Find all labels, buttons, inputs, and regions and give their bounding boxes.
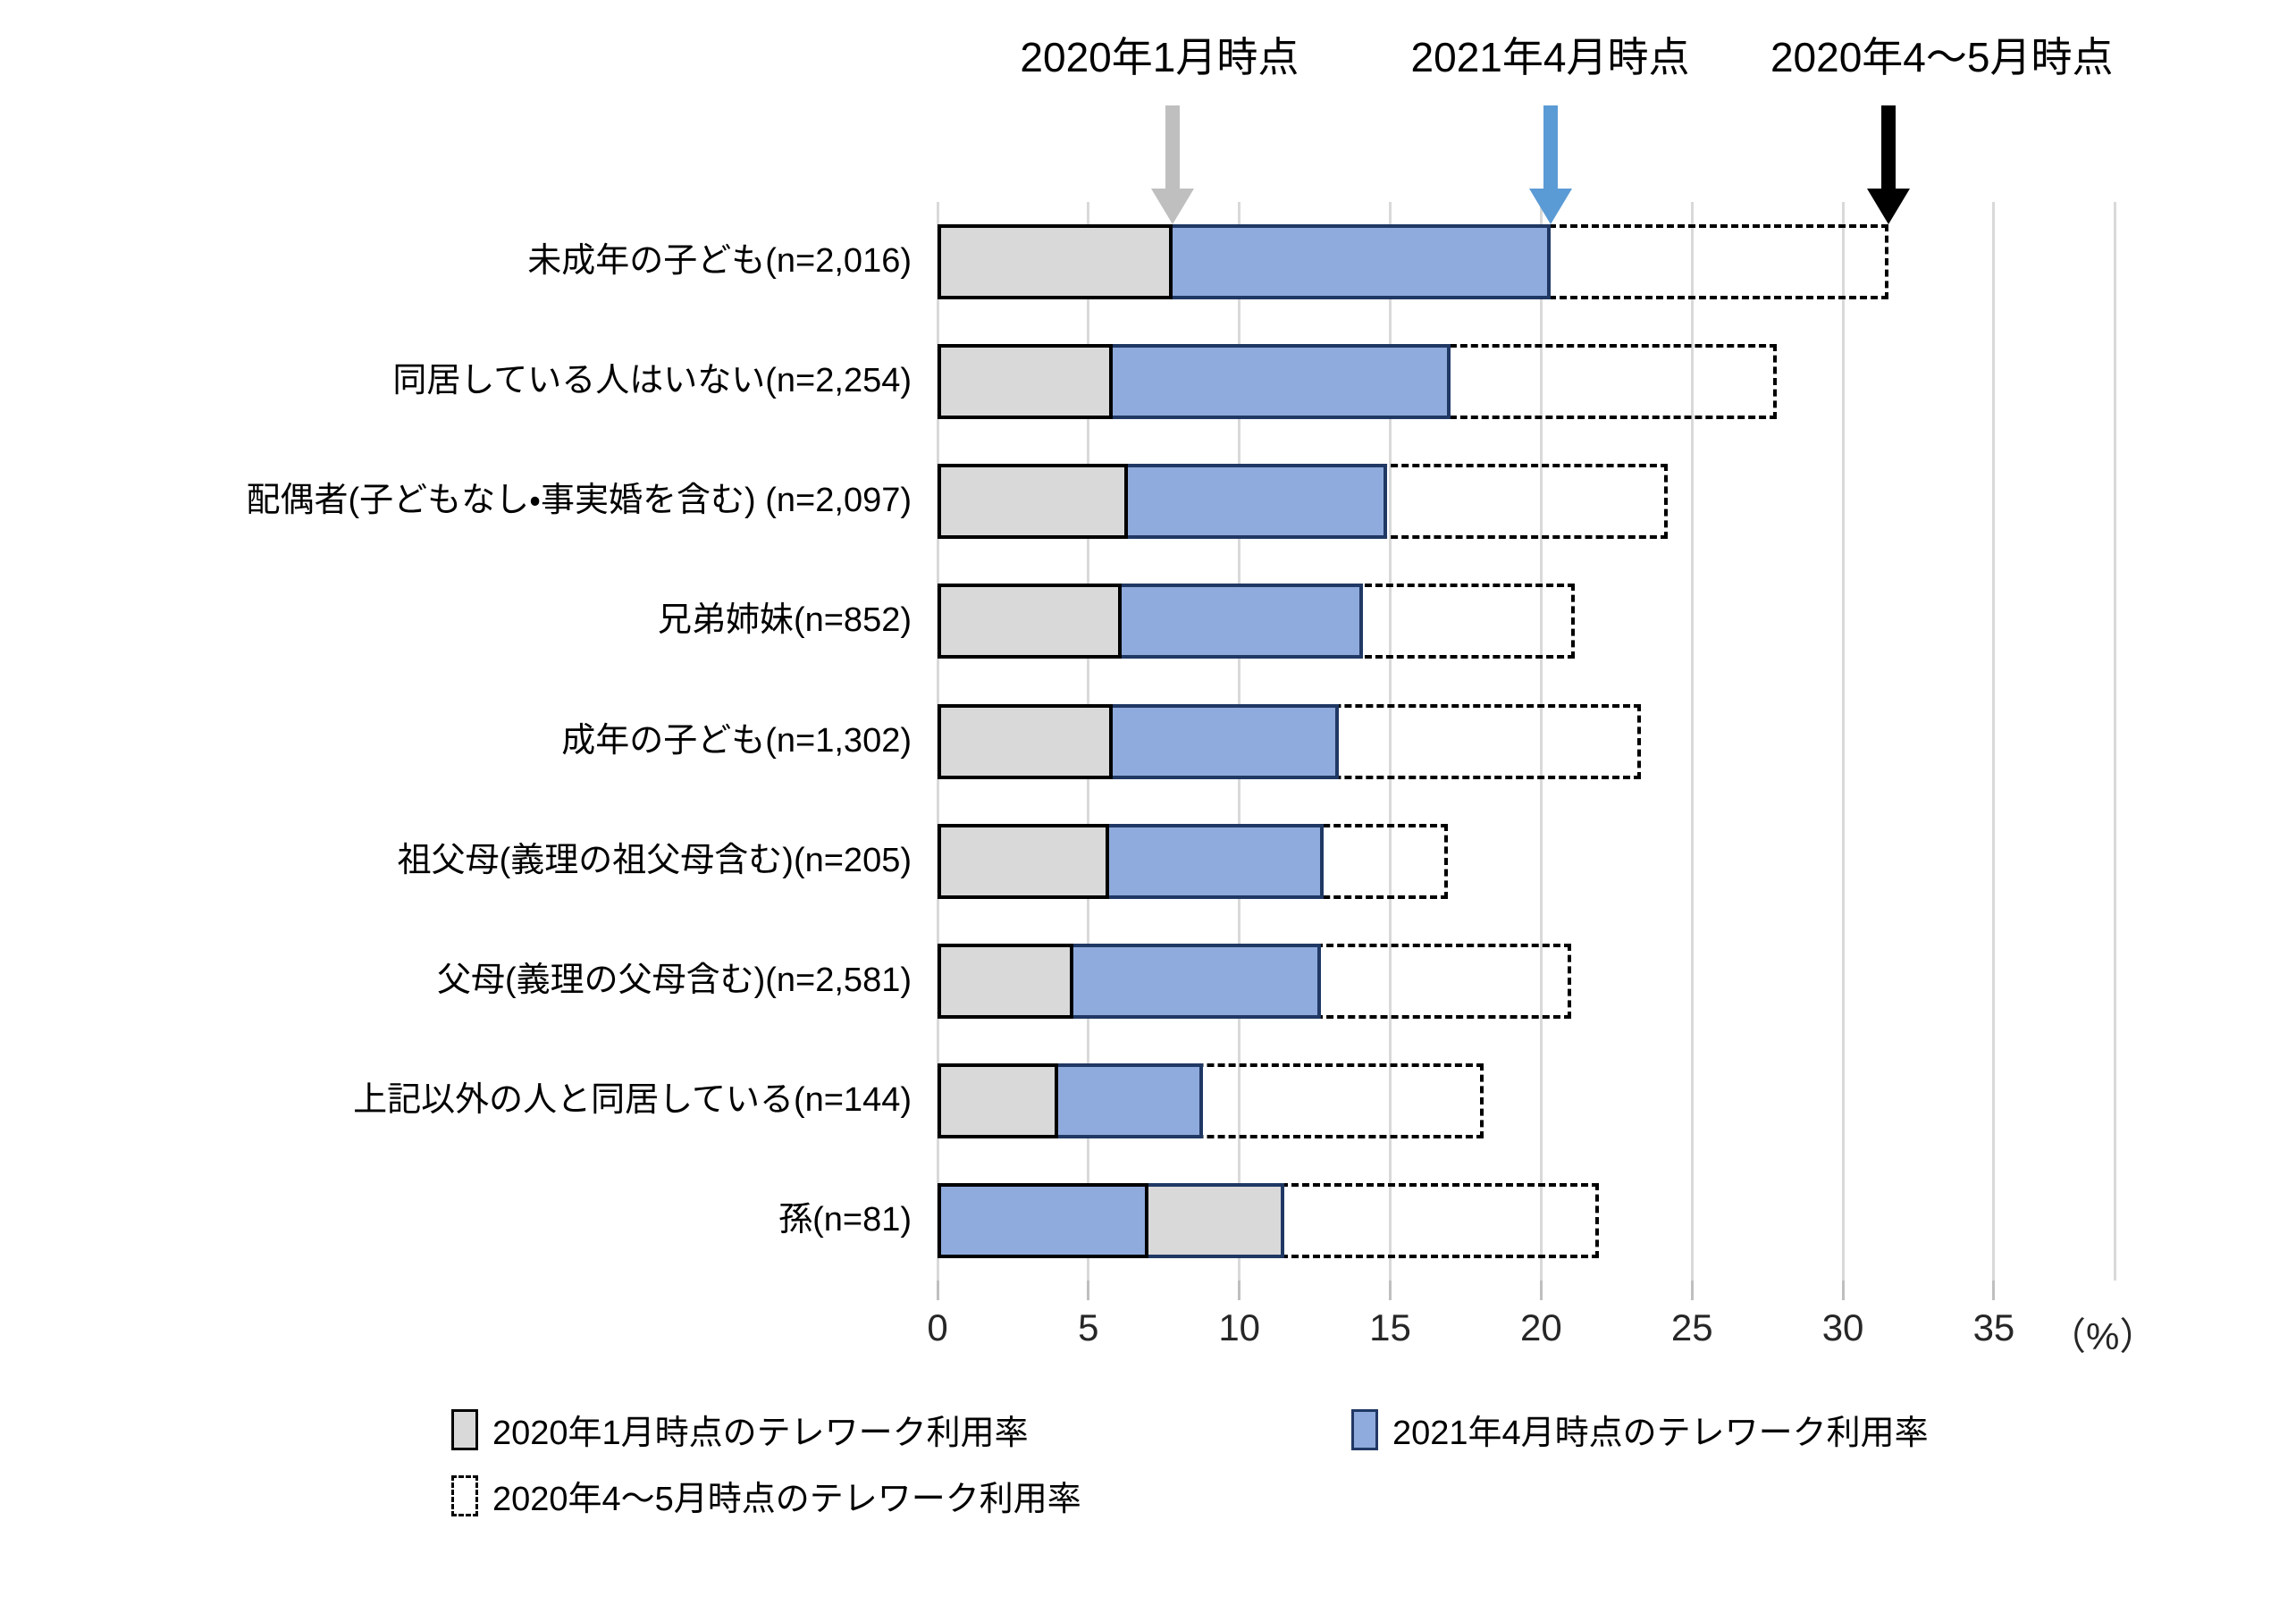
x-tick-label: 0 [927, 1306, 948, 1348]
category-label: 兄弟姉妹(n=852) [657, 601, 912, 640]
annotation-arrow-stem [1880, 105, 1896, 189]
category-label: 父母(義理の父母含む)(n=2,581) [436, 961, 912, 999]
bar-jan2020 [938, 584, 1122, 659]
x-tick [1690, 1281, 1694, 1300]
annotation-arrow-stem [1543, 105, 1558, 189]
annotation-arrow-head-icon [1528, 189, 1572, 224]
annotation-arrow-head-icon [1151, 189, 1195, 224]
legend-swatch-dashed-icon [451, 1474, 478, 1516]
x-tick [1238, 1281, 1241, 1300]
x-tick-label: 25 [1670, 1306, 1713, 1348]
gridline [1841, 202, 1845, 1281]
x-tick [1389, 1281, 1392, 1300]
gridline [1992, 202, 1996, 1281]
x-tick-label: 5 [1078, 1306, 1099, 1348]
category-label: 上記以外の人と同居している(n=144) [353, 1080, 912, 1119]
gridline [1690, 202, 1694, 1281]
bar-jan2020 [938, 464, 1128, 540]
annotation-label: 2021年4月時点 [1410, 34, 1690, 80]
legend-swatch-gray-icon [451, 1408, 478, 1450]
x-tick [936, 1281, 939, 1300]
bar-jan2020 [938, 344, 1113, 420]
category-label: 孫(n=81) [778, 1200, 912, 1239]
bar-jan2020 [938, 703, 1113, 779]
legend-swatch-blue-icon [1351, 1408, 1378, 1450]
x-tick-label: 10 [1218, 1306, 1261, 1348]
bar-jan2020 [938, 224, 1173, 300]
x-tick-label: 15 [1369, 1306, 1411, 1348]
category-label: 同居している人はいない(n=2,254) [392, 362, 912, 400]
bar-apr2021 [938, 1182, 1149, 1258]
annotation-label: 2020年1月時点 [1020, 34, 1299, 80]
legend-label: 2020年1月時点のテレワーク利用率 [492, 1415, 1029, 1452]
legend-label: 2021年4月時点のテレワーク利用率 [1392, 1415, 1929, 1452]
x-axis-unit-label: （%） [2048, 1315, 2157, 1357]
x-tick [1087, 1281, 1090, 1300]
bar-jan2020 [938, 823, 1110, 899]
gridline [2113, 202, 2116, 1281]
x-tick-label: 30 [1821, 1306, 1864, 1348]
legend-label: 2020年4〜5月時点のテレワーク利用率 [492, 1481, 1081, 1518]
gridline [1389, 202, 1392, 1281]
x-tick [1841, 1281, 1845, 1300]
bar-jan2020 [938, 943, 1073, 1019]
legend-item-apr2021: 2021年4月時点のテレワーク利用率 [1351, 1405, 1929, 1454]
x-tick [1992, 1281, 1996, 1300]
category-label: 成年の子ども(n=1,302) [561, 721, 912, 760]
x-tick-label: 20 [1520, 1306, 1562, 1348]
x-tick [1539, 1281, 1543, 1300]
x-tick-label: 35 [1972, 1306, 2015, 1348]
category-label: 配偶者(子どもなし・事実婚を含む) (n=2,097) [246, 482, 912, 520]
category-label: 未成年の子ども(n=2,016) [527, 242, 912, 281]
annotation-arrow-head-icon [1866, 189, 1910, 224]
bar-jan2020 [938, 1062, 1059, 1138]
annotation-arrow-stem [1165, 105, 1181, 189]
annotation-label: 2020年4〜5月時点 [1770, 34, 2114, 80]
gridline [1539, 202, 1543, 1281]
legend-item-aprmay2020: 2020年4〜5月時点のテレワーク利用率 [451, 1471, 1081, 1520]
category-label: 祖父母(義理の祖父母含む)(n=205) [397, 841, 912, 879]
legend-item-jan2020: 2020年1月時点のテレワーク利用率 [451, 1405, 1029, 1454]
